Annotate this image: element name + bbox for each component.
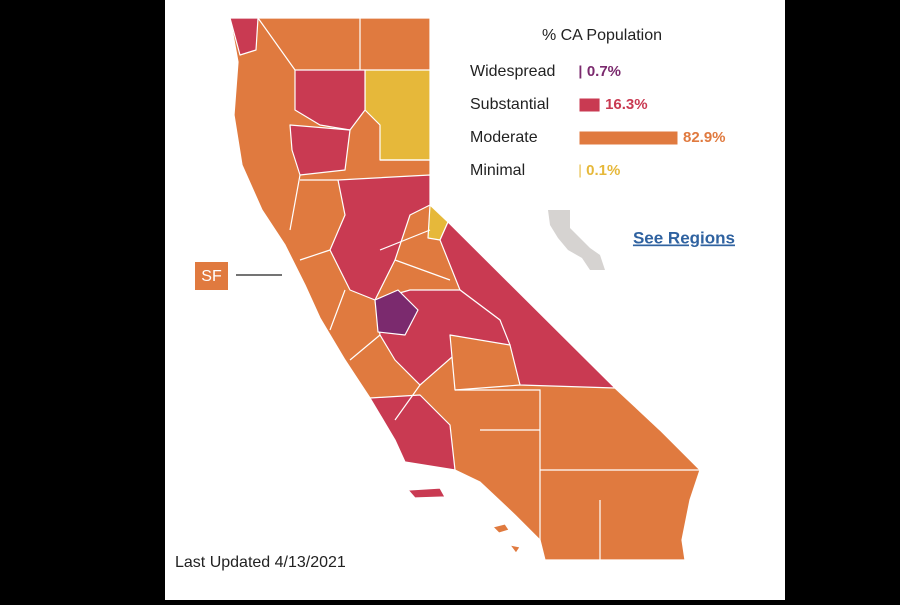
county (290, 125, 350, 175)
legend-label: Substantial (470, 96, 549, 113)
legend-value: 0.1% (586, 162, 620, 179)
callout-label: SF (201, 268, 222, 285)
see-regions-link[interactable]: See Regions (633, 228, 735, 247)
legend-value: 82.9% (683, 129, 726, 146)
legend-title: % CA Population (542, 27, 662, 44)
legend-bar (580, 132, 677, 144)
legend-label: Moderate (470, 129, 538, 146)
legend-bar (580, 99, 599, 111)
county (408, 488, 445, 498)
legend-label: Minimal (470, 162, 525, 179)
legend-bar (580, 66, 581, 78)
legend-value: 16.3% (605, 96, 648, 113)
legend-value: 0.7% (587, 63, 621, 80)
legend-label: Widespread (470, 63, 555, 80)
last-updated: Last Updated 4/13/2021 (175, 554, 346, 571)
